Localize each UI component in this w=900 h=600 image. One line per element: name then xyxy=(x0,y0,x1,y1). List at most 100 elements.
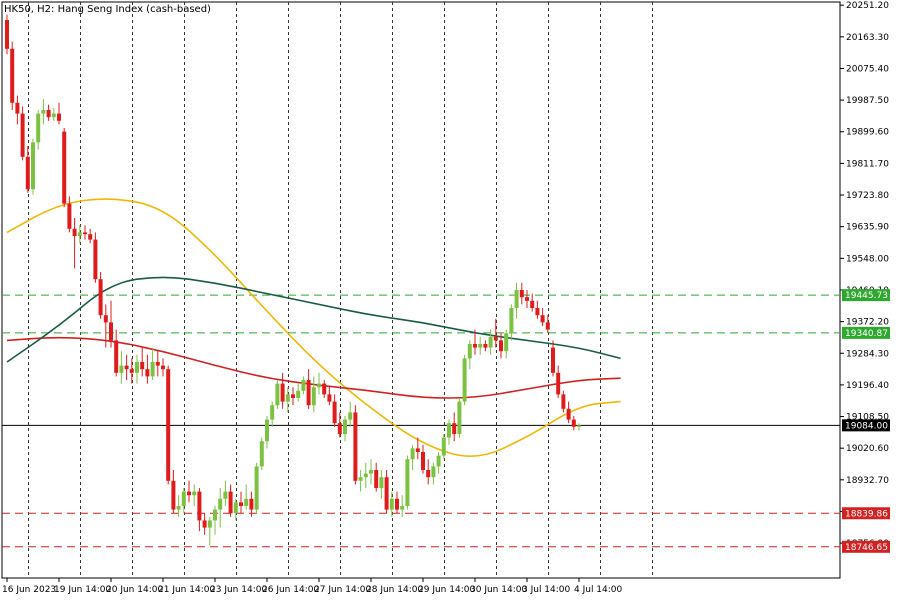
candle-body-34 xyxy=(181,491,186,506)
level-tag-0 xyxy=(842,289,890,302)
candle-body-98 xyxy=(514,290,519,308)
candle-body-93 xyxy=(488,336,493,348)
candle-body-12 xyxy=(67,203,72,229)
plot-frame xyxy=(1,1,841,579)
candle-body-96 xyxy=(504,333,509,352)
candle-body-40 xyxy=(213,509,217,521)
candle-body-85 xyxy=(447,423,451,438)
candle-body-38 xyxy=(202,520,207,528)
candle-body-62 xyxy=(327,394,332,402)
candle-body-17 xyxy=(93,239,98,280)
x-tick-label-7: 28 Jun 14:00 xyxy=(366,585,423,595)
candle-body-16 xyxy=(88,234,93,240)
candle-body-109 xyxy=(571,419,576,427)
level-tag-label-1: 19340.87 xyxy=(845,329,888,339)
candle-body-45 xyxy=(239,502,243,506)
candle-body-100 xyxy=(525,297,529,301)
x-tick-label-8: 29 Jun 14:00 xyxy=(418,585,475,595)
x-tick-label-4: 23 Jun 14:00 xyxy=(210,585,267,595)
candle-body-57 xyxy=(301,380,306,391)
candle-body-83 xyxy=(436,455,441,467)
candle-body-75 xyxy=(395,498,399,510)
candle-body-31 xyxy=(166,369,171,481)
level-tag-2 xyxy=(842,419,890,432)
candle-body-8 xyxy=(46,110,51,118)
candle-body-22 xyxy=(119,365,124,373)
y-tick-label-8: 19548.00 xyxy=(846,254,889,264)
candle-body-72 xyxy=(379,477,384,488)
candle-body-43 xyxy=(228,491,233,514)
candle-body-44 xyxy=(233,502,238,514)
y-tick-label-0: 20251.20 xyxy=(846,1,889,11)
candle-body-84 xyxy=(441,437,446,456)
candle-body-63 xyxy=(332,401,337,424)
candle-body-107 xyxy=(561,394,566,409)
candle-body-7 xyxy=(41,110,46,114)
candle-body-97 xyxy=(509,308,514,334)
candle-body-65 xyxy=(343,419,347,434)
candle-body-105 xyxy=(551,347,555,373)
level-tag-label-2: 19084.00 xyxy=(845,421,888,431)
candle-body-2 xyxy=(15,102,20,114)
x-tick-label-0: 16 Jun 2023 xyxy=(2,585,56,595)
candle-body-69 xyxy=(363,473,368,478)
candle-body-23 xyxy=(124,365,129,370)
candle-body-67 xyxy=(353,412,358,481)
candle-body-78 xyxy=(410,448,415,460)
y-tick-label-3: 19987.50 xyxy=(846,96,889,106)
candle-body-60 xyxy=(317,383,321,388)
candle-body-92 xyxy=(483,344,488,348)
y-tick-label-10: 19372.20 xyxy=(846,318,889,328)
candle-body-51 xyxy=(270,405,275,420)
candle-body-11 xyxy=(62,131,67,204)
candle-body-74 xyxy=(389,498,394,510)
candle-body-50 xyxy=(265,419,269,442)
candle-body-95 xyxy=(499,340,503,352)
candle-body-21 xyxy=(114,340,119,373)
candle-body-71 xyxy=(374,470,379,488)
candle-body-61 xyxy=(322,383,327,395)
candle-body-32 xyxy=(171,480,176,510)
candle-body-88 xyxy=(462,358,467,402)
level-tag-label-4: 18746.65 xyxy=(845,543,888,553)
y-tick-label-7: 19635.90 xyxy=(846,223,889,233)
x-tick-label-9: 30 Jun 14:00 xyxy=(470,585,527,595)
candle-body-104 xyxy=(545,322,550,330)
candle-body-80 xyxy=(421,452,425,470)
candle-body-41 xyxy=(218,498,223,510)
candle-body-1 xyxy=(10,48,15,103)
candle-body-102 xyxy=(535,308,540,316)
candle-body-48 xyxy=(254,466,259,510)
y-tick-label-12: 19196.40 xyxy=(846,381,889,391)
candle-body-89 xyxy=(467,344,472,359)
candle-body-28 xyxy=(150,362,155,377)
candle-body-15 xyxy=(83,232,87,235)
y-tick-label-14: 19020.60 xyxy=(846,444,889,454)
x-tick-label-10: 3 Jul 14:00 xyxy=(522,585,571,595)
candle-body-101 xyxy=(530,300,535,308)
y-tick-label-4: 19899.60 xyxy=(846,128,889,138)
candle-body-3 xyxy=(20,113,25,157)
x-tick-label-3: 21 Jun 14:00 xyxy=(158,585,215,595)
x-tick-label-1: 19 Jun 14:00 xyxy=(54,585,111,595)
candle-body-36 xyxy=(192,491,197,496)
candle-body-10 xyxy=(57,113,61,121)
candle-body-25 xyxy=(135,362,139,373)
candle-body-26 xyxy=(140,362,145,370)
candle-body-59 xyxy=(311,387,316,406)
candle-body-20 xyxy=(109,322,113,341)
candle-body-29 xyxy=(155,362,160,366)
x-tick-label-2: 20 Jun 14:00 xyxy=(106,585,163,595)
y-tick-label-11: 19284.30 xyxy=(846,349,889,359)
candle-body-24 xyxy=(129,369,134,373)
x-tick-label-11: 4 Jul 14:00 xyxy=(574,585,623,595)
candle-body-13 xyxy=(72,228,77,236)
candle-body-4 xyxy=(25,156,30,190)
candle-body-5 xyxy=(31,142,35,190)
moving-average-0 xyxy=(6,198,621,457)
level-tag-label-0: 19445.73 xyxy=(845,291,888,301)
candle-body-94 xyxy=(493,336,498,341)
y-tick-label-15: 18932.70 xyxy=(846,476,889,486)
candle-body-55 xyxy=(291,394,295,398)
